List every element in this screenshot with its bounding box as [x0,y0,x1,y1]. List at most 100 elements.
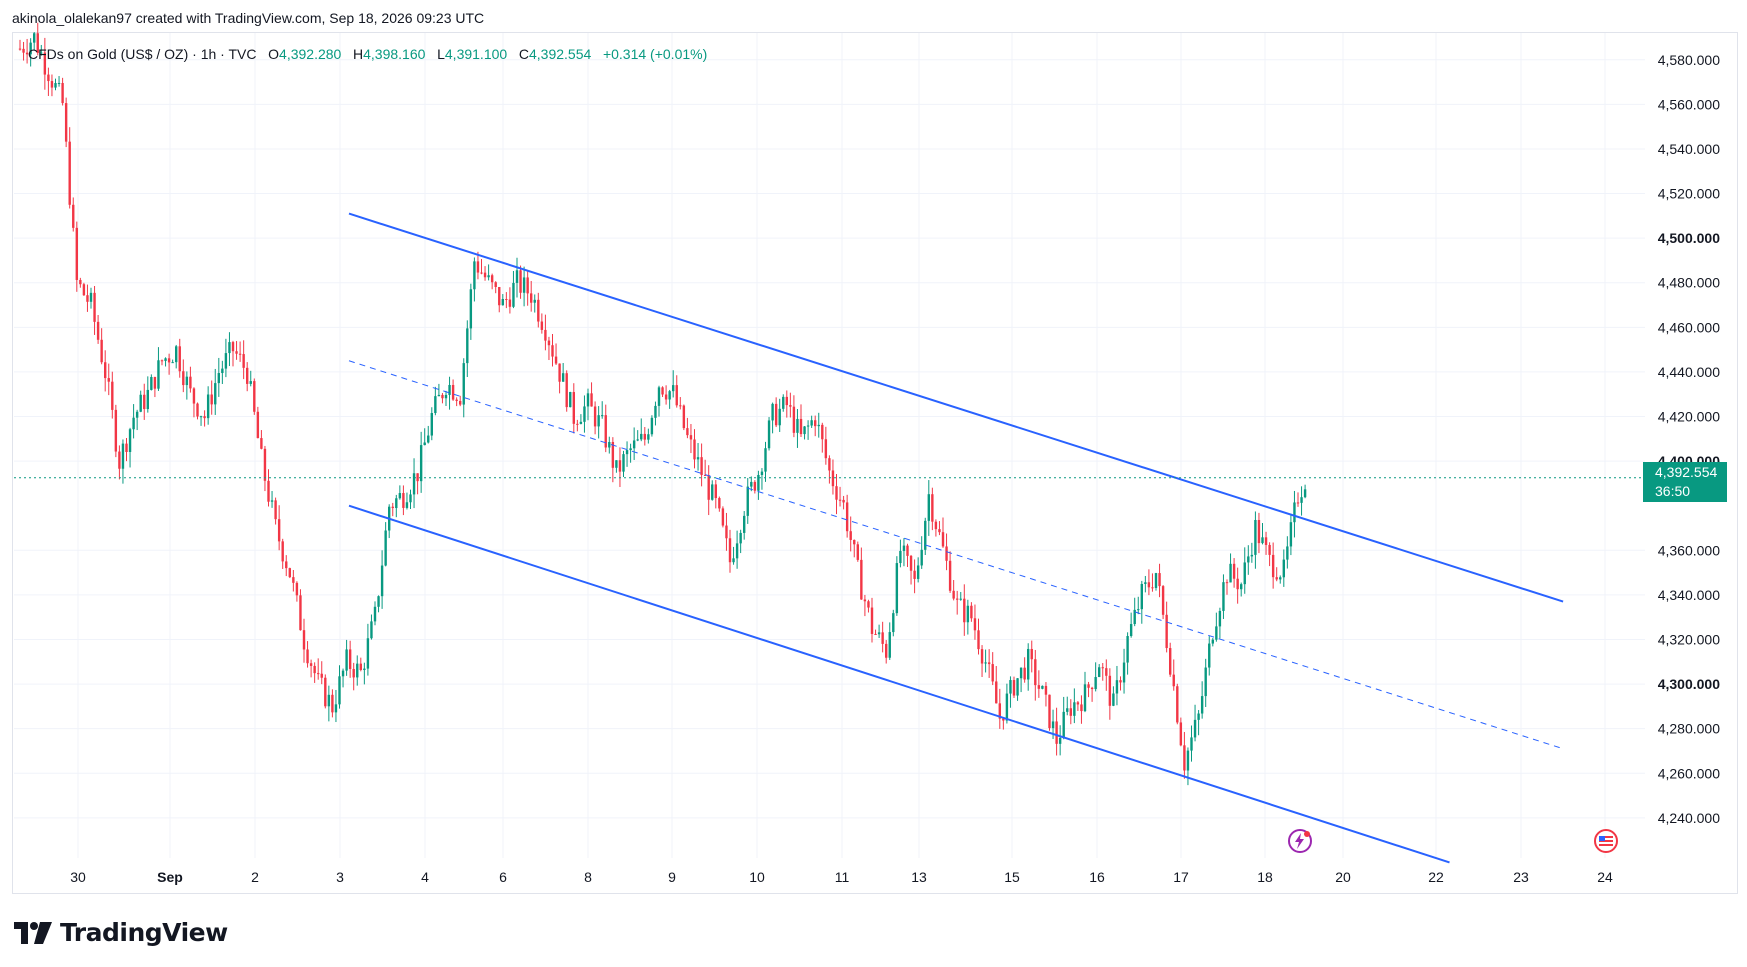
price-tick-label: 4,420.000 [1658,409,1720,425]
candle-body [1133,609,1136,625]
candle-body [757,474,760,491]
candle-body [203,416,206,419]
candle-body [345,649,348,671]
time-tick-label: 8 [584,869,592,885]
channel-mid-line[interactable] [348,360,1564,750]
candle-body [831,470,835,487]
candle-body [544,329,547,341]
candle-body [72,204,75,228]
candle-body [487,275,490,278]
candle-body [792,406,796,433]
channel-upper-line[interactable] [348,212,1564,603]
candle-body [167,358,171,363]
candle-body [643,433,646,440]
candle-body [1027,648,1030,680]
candle-body [143,394,146,410]
candle-body [530,293,533,303]
candle-body [1303,489,1307,498]
candle-body [437,394,441,397]
candle-body [1105,668,1108,676]
candle-body [583,406,586,422]
candle-body [1005,693,1009,721]
candle-body [796,418,799,433]
time-tick-label: 11 [835,869,850,885]
candle-body [629,448,632,451]
candle-body [146,389,149,410]
candle-body [189,376,192,389]
candle-body [604,415,607,448]
candle-body [984,662,987,664]
price-tick-label: 4,260.000 [1658,765,1720,781]
candle-body [1073,702,1076,716]
candle-body [718,498,721,509]
candle-body [1151,587,1154,589]
candle-body [569,392,572,408]
chart-frame[interactable] [12,32,1738,894]
candle-body [1225,582,1229,584]
candle-body [867,601,870,608]
candle-body [689,435,693,440]
candle-body [459,400,462,405]
price-tick-label: 4,440.000 [1658,364,1720,380]
candle-body [33,33,36,43]
candle-body [672,385,675,392]
candle-body [565,373,568,408]
candle-body [480,272,483,274]
time-tick-label: 17 [1173,869,1189,885]
close-label: C [518,46,529,62]
candle-body [892,613,895,633]
candle-body [881,632,884,644]
candle-body [679,405,682,407]
descending-channel-drawing [14,212,1643,864]
candle-body [1257,519,1261,544]
candle-body [696,457,700,460]
candle-body [380,565,384,597]
candle-body [952,590,955,599]
candle-body [1062,711,1065,738]
candle-body [331,694,334,713]
candle-body [455,399,458,401]
candle-body [1289,522,1293,547]
candle-body [1115,680,1119,694]
candle-body [856,544,859,560]
candle-body [554,356,558,364]
candle-body [1009,680,1012,694]
candle-body [1076,702,1080,705]
candle-body [732,558,735,563]
candle-body [693,439,696,460]
candle-body [512,282,515,307]
candle-body [356,663,359,678]
candle-body [36,33,39,53]
candle-body [1019,667,1023,679]
current-price-value: 4,392.554 [1655,464,1718,480]
channel-lower-line[interactable] [348,504,1450,864]
candle-body [814,420,817,427]
candle-body [863,599,867,602]
symbol-name[interactable]: CFDs on Gold (US$ / OZ) · 1h · TVC [28,46,257,62]
candle-body [118,451,121,469]
candle-body [1066,708,1069,712]
time-tick-label: 15 [1004,869,1020,885]
candle-body [572,392,575,424]
candle-body [1101,667,1104,669]
candle-body [412,473,416,495]
time-tick-label: 16 [1089,869,1105,885]
us-flag-event-icon[interactable] [1593,828,1619,854]
candle-body [86,295,89,302]
candle-body [1129,624,1133,637]
candle-body [647,434,650,440]
candle-body [522,277,526,293]
candle-body [995,681,998,704]
candle-body [618,460,622,472]
candle-body [373,606,377,622]
candle-body [508,299,512,307]
candle-body [1069,708,1072,716]
lightning-event-icon[interactable] [1287,828,1313,854]
candle-body [980,649,984,664]
candle-body [1282,559,1285,578]
candle-body [288,568,291,578]
candle-body [416,473,419,482]
candle-body [501,299,504,306]
candle-body [334,704,338,713]
